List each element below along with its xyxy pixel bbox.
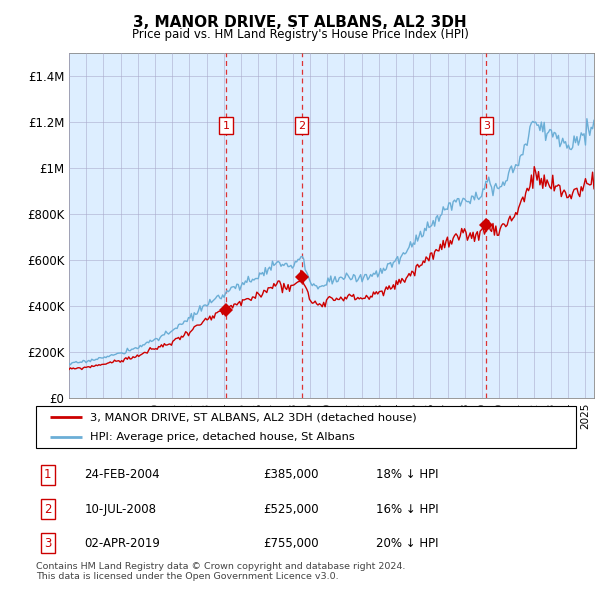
Text: 3, MANOR DRIVE, ST ALBANS, AL2 3DH: 3, MANOR DRIVE, ST ALBANS, AL2 3DH: [133, 15, 467, 30]
Text: 18% ↓ HPI: 18% ↓ HPI: [376, 468, 439, 481]
Text: 20% ↓ HPI: 20% ↓ HPI: [376, 536, 439, 550]
Text: 2: 2: [298, 120, 305, 130]
Text: Contains HM Land Registry data © Crown copyright and database right 2024.
This d: Contains HM Land Registry data © Crown c…: [36, 562, 406, 581]
Text: £755,000: £755,000: [263, 536, 319, 550]
Text: 24-FEB-2004: 24-FEB-2004: [85, 468, 160, 481]
Text: Price paid vs. HM Land Registry's House Price Index (HPI): Price paid vs. HM Land Registry's House …: [131, 28, 469, 41]
Text: £525,000: £525,000: [263, 503, 319, 516]
Text: 3: 3: [44, 536, 52, 550]
Text: 3, MANOR DRIVE, ST ALBANS, AL2 3DH (detached house): 3, MANOR DRIVE, ST ALBANS, AL2 3DH (deta…: [90, 412, 416, 422]
Text: 2: 2: [44, 503, 52, 516]
Text: 3: 3: [483, 120, 490, 130]
FancyBboxPatch shape: [36, 406, 576, 448]
Text: 02-APR-2019: 02-APR-2019: [85, 536, 160, 550]
Text: 1: 1: [44, 468, 52, 481]
Text: 1: 1: [223, 120, 229, 130]
Text: £385,000: £385,000: [263, 468, 318, 481]
Text: 16% ↓ HPI: 16% ↓ HPI: [376, 503, 439, 516]
Text: 10-JUL-2008: 10-JUL-2008: [85, 503, 157, 516]
Text: HPI: Average price, detached house, St Albans: HPI: Average price, detached house, St A…: [90, 432, 355, 442]
